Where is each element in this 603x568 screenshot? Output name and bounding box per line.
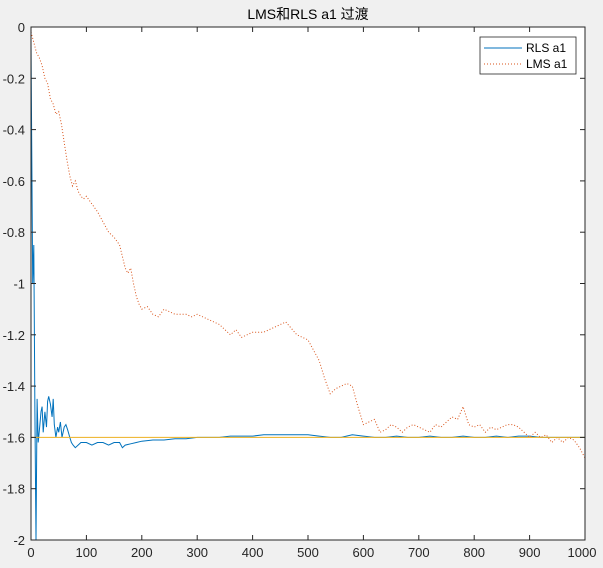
x-tick-label: 100: [76, 545, 98, 560]
legend: RLS a1 LMS a1: [479, 36, 577, 75]
legend-box: [479, 36, 577, 75]
y-tick-label: -0.6: [3, 174, 25, 189]
y-tick-label: 0: [18, 20, 25, 35]
series-layer: [30, 31, 586, 541]
series-line-0: [30, 39, 585, 541]
y-tick-label: -1.4: [3, 379, 25, 394]
x-tick-label: 900: [519, 545, 541, 560]
y-tick-label: -1: [13, 277, 25, 292]
legend-label-rls: RLS a1: [526, 41, 566, 55]
y-tick-label: -1.2: [3, 328, 25, 343]
legend-label-lms: LMS a1: [526, 57, 568, 71]
y-tick-label: -1.6: [3, 430, 25, 445]
y-tick-label: -2: [13, 533, 25, 548]
y-tick-label: -0.2: [3, 71, 25, 86]
x-tick-label: 700: [408, 545, 430, 560]
ticks-layer: 0 100 200 300 400 500 600 700 800 900 1000 0 -0.2 -0.…: [3, 20, 597, 560]
y-tick-label: -0.8: [3, 225, 25, 240]
chart-title: LMS和RLS a1 过渡: [247, 6, 368, 22]
y-tick-label: -0.4: [3, 123, 25, 138]
x-tick-label: 0: [27, 545, 34, 560]
x-tick-label: 600: [353, 545, 375, 560]
plot-area: [31, 27, 585, 540]
x-tick-label: 200: [131, 545, 153, 560]
x-tick-label: 500: [297, 545, 319, 560]
x-tick-label: 300: [186, 545, 208, 560]
x-tick-label: 400: [242, 545, 264, 560]
x-tick-label: 800: [463, 545, 485, 560]
y-tick-label: -1.8: [3, 482, 25, 497]
x-tick-label: 1000: [568, 545, 597, 560]
